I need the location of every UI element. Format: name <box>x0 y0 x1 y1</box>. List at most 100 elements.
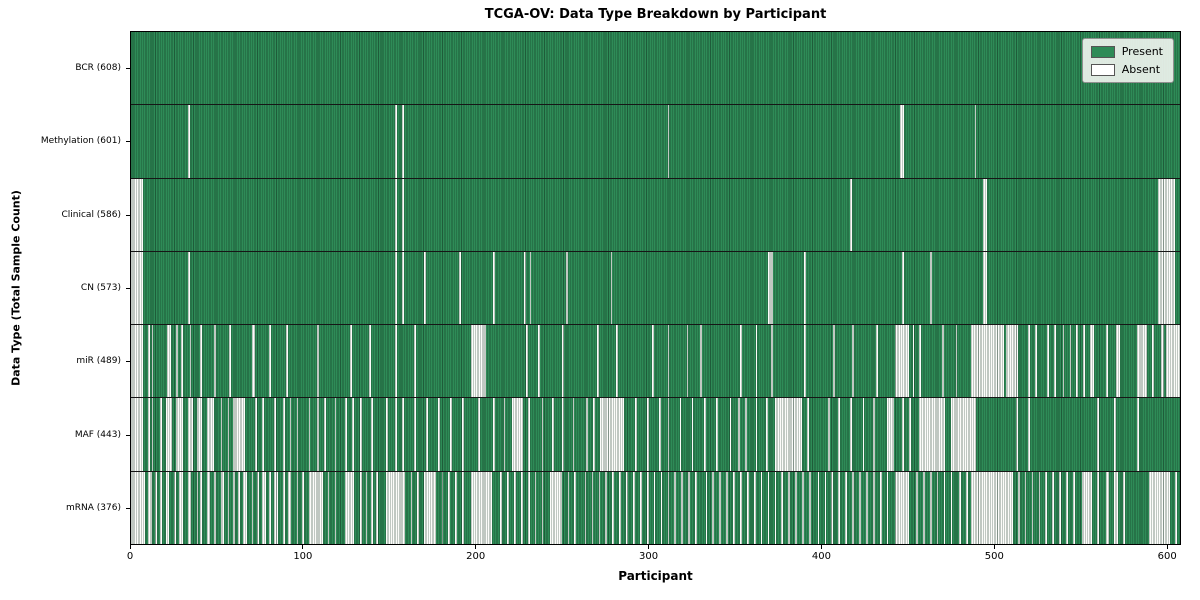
absent-span <box>774 471 777 544</box>
absent-span <box>959 471 961 544</box>
absent-span <box>929 471 932 544</box>
absent-span <box>401 251 404 325</box>
absent-span <box>809 471 811 544</box>
absent-span <box>1174 471 1177 544</box>
absent-span <box>1090 325 1094 398</box>
heatmap-row-mRNA <box>131 471 1180 544</box>
absent-span <box>824 471 827 544</box>
absent-span <box>131 325 144 398</box>
absent-span <box>781 471 784 544</box>
absent-span <box>1069 325 1072 398</box>
absent-span <box>256 471 259 544</box>
absent-span <box>767 471 770 544</box>
absent-span <box>700 325 703 398</box>
absent-span <box>886 471 889 544</box>
absent-span <box>526 325 528 398</box>
absent-span <box>1136 398 1139 471</box>
absent-span <box>160 471 163 544</box>
absent-span <box>394 178 397 251</box>
absent-span <box>1017 471 1020 544</box>
absent-span <box>862 398 865 471</box>
absent-span <box>227 471 230 544</box>
x-tick-label: 500 <box>984 551 1004 562</box>
absent-span <box>950 398 977 471</box>
absent-span <box>206 471 211 544</box>
absent-span <box>586 398 589 471</box>
absent-span <box>438 398 440 471</box>
absent-span <box>174 471 176 544</box>
absent-span <box>565 251 568 325</box>
absent-span <box>1161 325 1165 398</box>
absent-span <box>524 251 527 325</box>
absent-span <box>441 471 444 544</box>
absent-span <box>262 471 266 544</box>
legend: Present Absent <box>1081 38 1174 83</box>
absent-span <box>350 325 352 398</box>
absent-span <box>286 325 288 398</box>
absent-span <box>131 398 144 471</box>
absent-span <box>181 325 183 398</box>
absent-span <box>667 105 670 178</box>
absent-span <box>200 471 202 544</box>
absent-span <box>966 471 968 544</box>
absent-span <box>165 398 173 471</box>
legend-label-absent: Absent <box>1121 63 1161 76</box>
absent-span <box>131 471 145 544</box>
absent-span <box>148 471 152 544</box>
legend-entry-absent: Absent <box>1090 63 1163 76</box>
absent-span <box>1157 178 1175 251</box>
absent-span <box>448 471 451 544</box>
absent-span <box>493 251 496 325</box>
absent-span <box>615 325 618 398</box>
absent-span <box>876 325 879 398</box>
absent-span <box>919 325 922 398</box>
present-swatch <box>1090 45 1115 58</box>
absent-span <box>1083 325 1086 398</box>
absent-span <box>401 178 404 251</box>
absent-span <box>426 398 428 471</box>
absent-span <box>282 471 285 544</box>
absent-span <box>401 105 404 178</box>
absent-span <box>612 471 615 544</box>
absent-span <box>767 251 773 325</box>
absent-span <box>229 325 232 398</box>
absent-span <box>179 471 183 544</box>
absent-span <box>370 471 373 544</box>
x-tick-mark <box>302 545 304 549</box>
absent-span <box>470 471 492 544</box>
absent-span <box>971 471 1013 544</box>
absent-span <box>695 471 697 544</box>
absent-span <box>916 471 918 544</box>
absent-span <box>507 471 509 544</box>
absent-span <box>593 398 596 471</box>
absent-span <box>386 398 389 471</box>
absent-span <box>455 471 458 544</box>
absent-span <box>755 398 758 471</box>
absent-span <box>1116 325 1120 398</box>
absent-span <box>619 471 621 544</box>
absent-span <box>288 471 292 544</box>
absent-span <box>251 471 254 544</box>
absent-span <box>639 471 642 544</box>
absent-span <box>838 471 841 544</box>
absent-span <box>729 398 732 471</box>
absent-span <box>334 471 337 544</box>
absent-span <box>424 471 437 544</box>
absent-span <box>610 251 613 325</box>
row-label-MAF: MAF (443) <box>0 398 130 471</box>
absent-span <box>667 325 670 398</box>
absent-span <box>296 471 299 544</box>
absent-span <box>1052 471 1055 544</box>
absent-span <box>691 398 694 471</box>
absent-span <box>462 471 464 544</box>
absent-span <box>131 251 144 325</box>
absent-span <box>760 471 763 544</box>
row-label-CN: CN (573) <box>0 251 130 324</box>
absent-span <box>514 471 516 544</box>
absent-span <box>646 398 649 471</box>
absent-span <box>902 398 904 471</box>
absent-span <box>828 398 830 471</box>
absent-span <box>1105 471 1110 544</box>
absent-span <box>950 471 953 544</box>
